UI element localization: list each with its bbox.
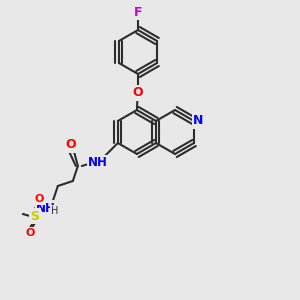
Text: O: O: [65, 139, 76, 152]
Text: N: N: [193, 115, 203, 128]
Text: O: O: [25, 228, 34, 238]
Text: O: O: [34, 194, 44, 204]
Text: S: S: [30, 209, 39, 223]
Text: F: F: [134, 5, 142, 19]
Text: NH: NH: [36, 202, 56, 214]
Text: O: O: [133, 86, 143, 100]
Text: H: H: [51, 206, 58, 216]
Text: NH: NH: [88, 157, 108, 169]
